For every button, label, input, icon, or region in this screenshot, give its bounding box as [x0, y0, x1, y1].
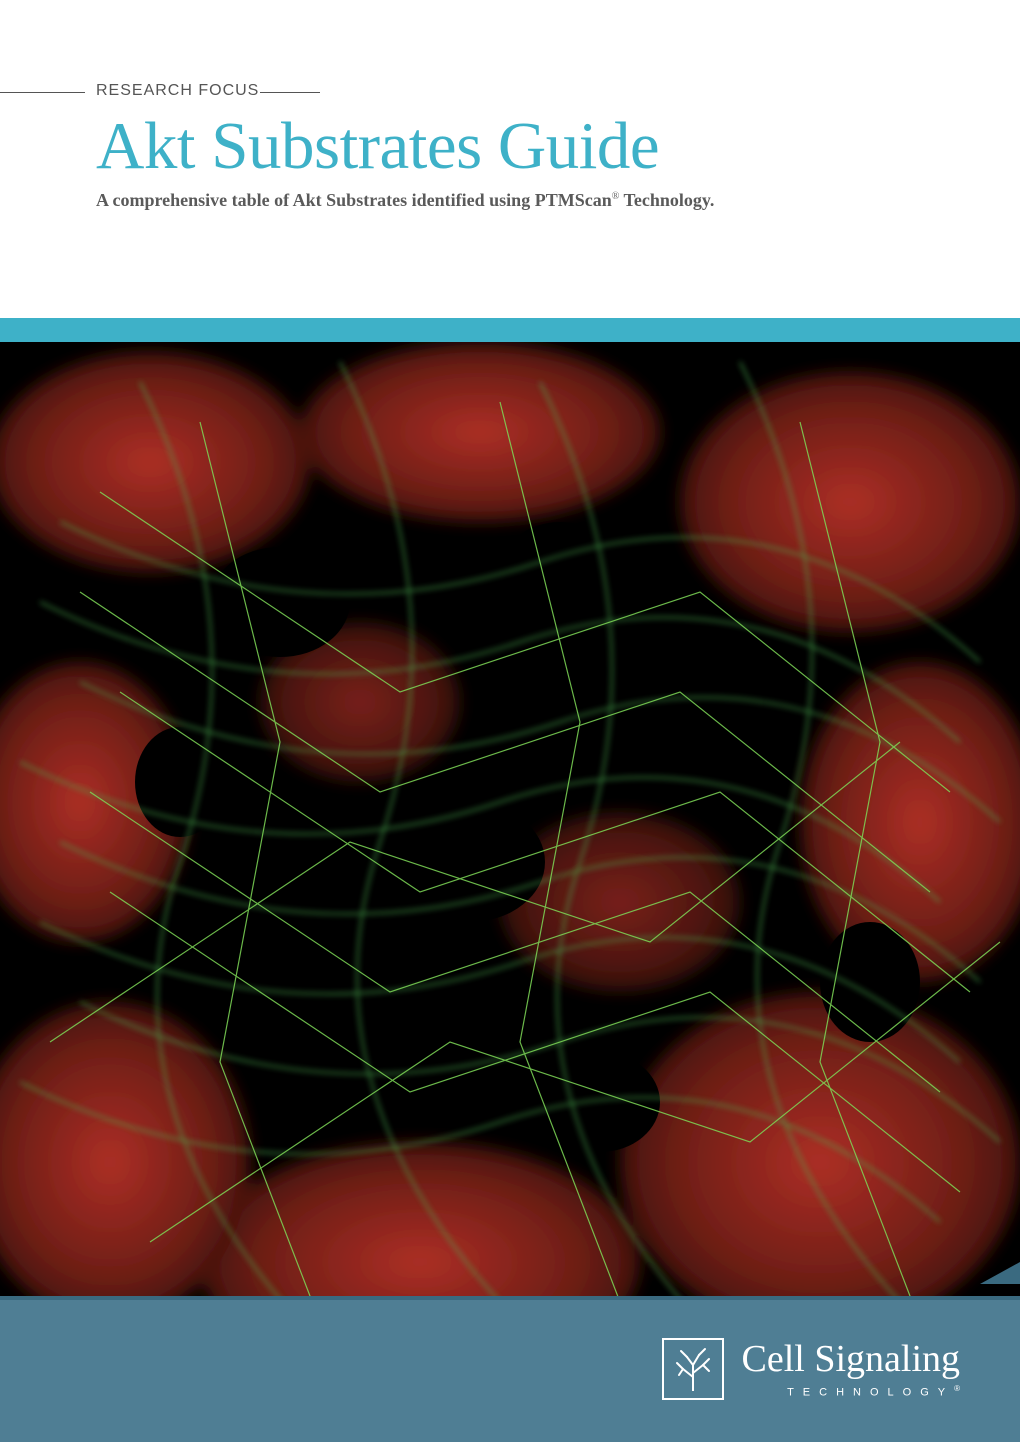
hero-microscopy-image: [0, 342, 1020, 1362]
header-rule-left: [0, 92, 85, 93]
subtitle-post: Technology.: [619, 190, 714, 210]
page-title: Akt Substrates Guide: [96, 108, 659, 185]
subtitle-pre: A comprehensive table of Akt Substrates …: [96, 190, 612, 210]
tree-icon: [662, 1338, 724, 1400]
logo-bar: Cell Signaling TECHNOLOGY®: [0, 1296, 1020, 1442]
header-rule-right: [260, 92, 320, 93]
company-logo: Cell Signaling TECHNOLOGY®: [662, 1338, 961, 1400]
logo-text: Cell Signaling TECHNOLOGY®: [742, 1340, 961, 1399]
kicker-label: RESEARCH FOCUS: [96, 82, 259, 100]
logo-sub-label: TECHNOLOGY: [787, 1386, 954, 1398]
logo-registered-mark: ®: [954, 1384, 960, 1393]
page-subtitle: A comprehensive table of Akt Substrates …: [96, 190, 714, 211]
corner-notch: [980, 1262, 1020, 1284]
logo-sub-text: TECHNOLOGY®: [742, 1384, 961, 1399]
logo-main-text: Cell Signaling: [742, 1340, 961, 1378]
